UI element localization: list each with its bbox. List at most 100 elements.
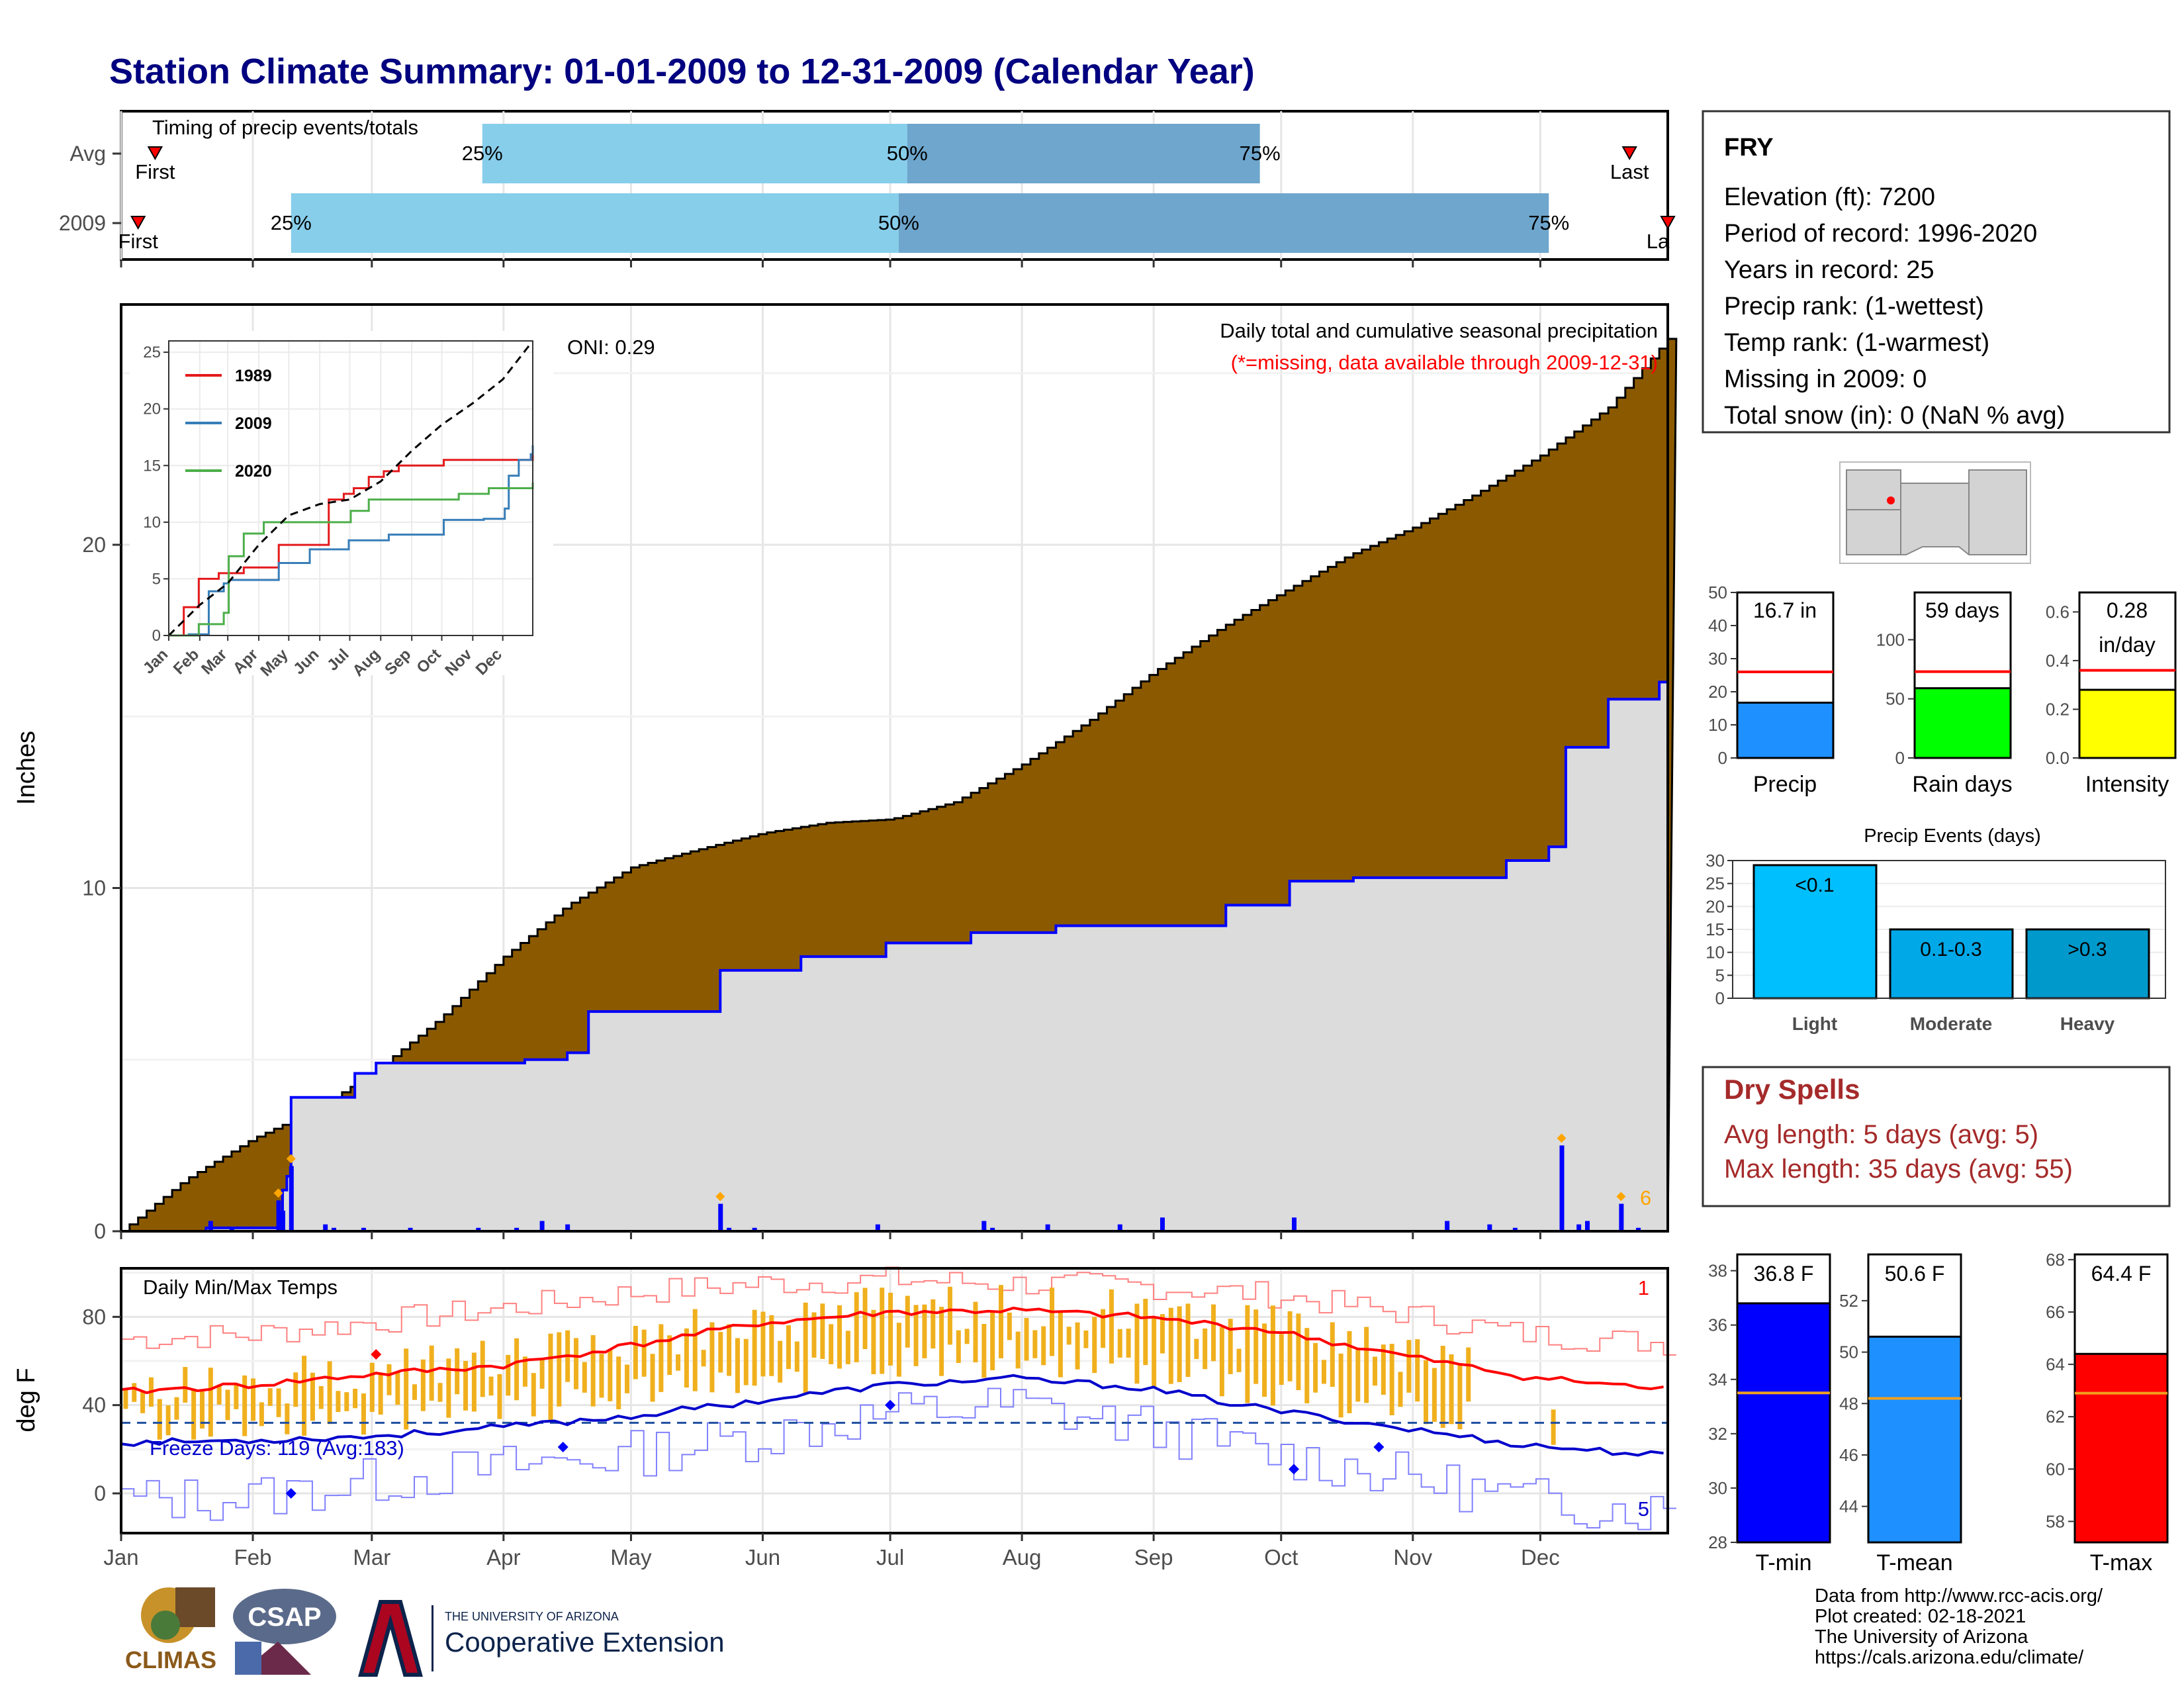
temp-bar-y-tick-label: 58 (2046, 1511, 2065, 1531)
daily-temp-range-bar (616, 1356, 621, 1409)
month-tick-label: Sep (1134, 1545, 1173, 1570)
timing-q75-label: 75% (1240, 142, 1281, 165)
month-tick-label: Jan (103, 1545, 138, 1570)
inset-legend-label: 1989 (235, 367, 272, 385)
station-info-line: Missing in 2009: 0 (1724, 365, 1927, 393)
daily-temp-range-bar (701, 1350, 706, 1367)
daily-temp-range-bar (769, 1315, 774, 1376)
daily-precip-bar (990, 1227, 995, 1231)
daily-precip-bar (718, 1203, 723, 1231)
events-y-tick-label: 10 (1706, 943, 1725, 962)
ua-big-text: Cooperative Extension (445, 1626, 725, 1658)
events-title: Precip Events (days) (1864, 825, 2041, 847)
precip-count-label: 6 (1640, 1186, 1651, 1209)
page-title: Station Climate Summary: 01-01-2009 to 1… (109, 52, 1255, 91)
daily-temp-range-bar (1134, 1303, 1140, 1384)
daily-temp-range-bar (437, 1383, 443, 1402)
daily-temp-range-bar (727, 1324, 732, 1376)
events-bar-value-label: >0.3 (2068, 939, 2107, 961)
temp-bar-value (1736, 1302, 1831, 1544)
daily-temp-range-bar (1415, 1339, 1420, 1402)
events-y-tick-label: 20 (1706, 896, 1725, 916)
daily-temp-range-bar (820, 1303, 825, 1359)
mini-bar-value-label: 16.7 in (1753, 598, 1817, 622)
station-info-line: Elevation (ft): 7200 (1724, 183, 1935, 211)
temp-bar-y-tick-label: 34 (1708, 1370, 1727, 1389)
mini-bar-y-tick-label: 20 (1708, 682, 1727, 702)
daily-precip-max-marker (1616, 1192, 1626, 1201)
daily-precip-bar (1045, 1224, 1050, 1231)
csap-logo: CSAP (233, 1589, 336, 1675)
daily-temp-range-bar (786, 1325, 791, 1370)
temp-bar-value-label: 50.6 F (1885, 1262, 1945, 1286)
mini-bar-value-unit: in/day (2099, 633, 2155, 657)
mini-bar-y-tick-label: 0 (1895, 748, 1905, 768)
credit-line: Data from http://www.rcc-acis.org/ (1815, 1585, 2103, 1607)
mini-bar-y-tick-label: 30 (1708, 649, 1727, 669)
mini-bar-x-label: Precip (1753, 772, 1817, 797)
first-event-marker (130, 216, 146, 230)
daily-temp-range-bar (1355, 1349, 1361, 1402)
daily-temp-range-bar (225, 1389, 230, 1421)
daily-temp-range-bar (845, 1331, 850, 1364)
daily-precip-bar (276, 1200, 281, 1231)
station-info-line: Precip rank: (1-wettest) (1724, 293, 1984, 320)
daily-temp-range-bar (157, 1399, 162, 1440)
daily-temp-range-bar (1211, 1304, 1216, 1362)
temp-bar-y-tick-label: 38 (1708, 1261, 1727, 1281)
precip-y-label: Inches (13, 731, 40, 805)
month-tick-label: May (610, 1545, 652, 1570)
daily-temp-range-bar (1109, 1289, 1114, 1364)
csap-sky-mark (235, 1642, 261, 1675)
inset-legend-label: 2020 (235, 462, 272, 481)
daily-temp-range-bar (387, 1364, 392, 1395)
daily-temp-range-bar (709, 1322, 715, 1393)
daily-temp-range-bar (999, 1285, 1004, 1358)
temp-bar-value (1867, 1335, 1962, 1544)
daily-temp-range-bar (1398, 1372, 1403, 1407)
daily-temp-range-bar (1075, 1322, 1080, 1370)
daily-precip-bar (1559, 1145, 1565, 1231)
daily-precip-bar (476, 1227, 481, 1231)
daily-temp-range-bar (1168, 1307, 1173, 1384)
timing-q50-label: 50% (878, 211, 919, 234)
daily-temp-range-bar (1440, 1346, 1445, 1428)
temp-bar-y-tick-label: 68 (2046, 1250, 2065, 1270)
daily-temp-range-bar (947, 1286, 952, 1345)
temp-bar-y-tick-label: 62 (2046, 1407, 2065, 1427)
mini-bar-x-label: Intensity (2085, 772, 2169, 797)
temp-bar-x-label: T-max (2090, 1550, 2152, 1575)
daily-precip-bar (514, 1227, 520, 1231)
temp-bar-y-tick-label: 30 (1708, 1478, 1727, 1498)
daily-temp-range-bar (650, 1354, 655, 1402)
credit-line: The University of Arizona (1815, 1626, 2028, 1648)
timing-row-label: Avg (69, 142, 106, 165)
daily-temp-range-bar (183, 1367, 188, 1403)
daily-precip-bar (323, 1224, 328, 1231)
daily-temp-range-bar (659, 1324, 664, 1392)
daily-temp-range-bar (871, 1309, 876, 1374)
inset-y-tick-label: 10 (143, 514, 161, 532)
daily-temp-range-bar (964, 1329, 970, 1344)
daily-temp-range-bar (1024, 1318, 1029, 1361)
daily-temp-range-bar (216, 1385, 222, 1405)
daily-temp-range-bar (132, 1383, 137, 1402)
credits: Data from http://www.rcc-acis.org/Plot c… (1815, 1585, 2103, 1668)
daily-temp-range-bar (641, 1329, 647, 1377)
daily-temp-range-bar (1194, 1338, 1199, 1360)
timing-title: Timing of precip events/totals (152, 116, 418, 139)
inset-average-line (167, 340, 534, 637)
timing-q50-q75-bar (898, 193, 1549, 253)
daily-temp-range-bar (811, 1312, 817, 1358)
daily-temp-range-bar (573, 1338, 578, 1389)
daily-precip-bar (332, 1227, 337, 1231)
daily-precip-bar (1487, 1224, 1492, 1231)
inset-legend-label: 2009 (235, 414, 272, 433)
daily-temp-range-bar (404, 1348, 409, 1430)
mini-bar-value (1736, 702, 1835, 759)
daily-temp-range-bar (1032, 1330, 1038, 1358)
ua-divider (432, 1605, 433, 1671)
last-event-label: La (1647, 230, 1670, 253)
